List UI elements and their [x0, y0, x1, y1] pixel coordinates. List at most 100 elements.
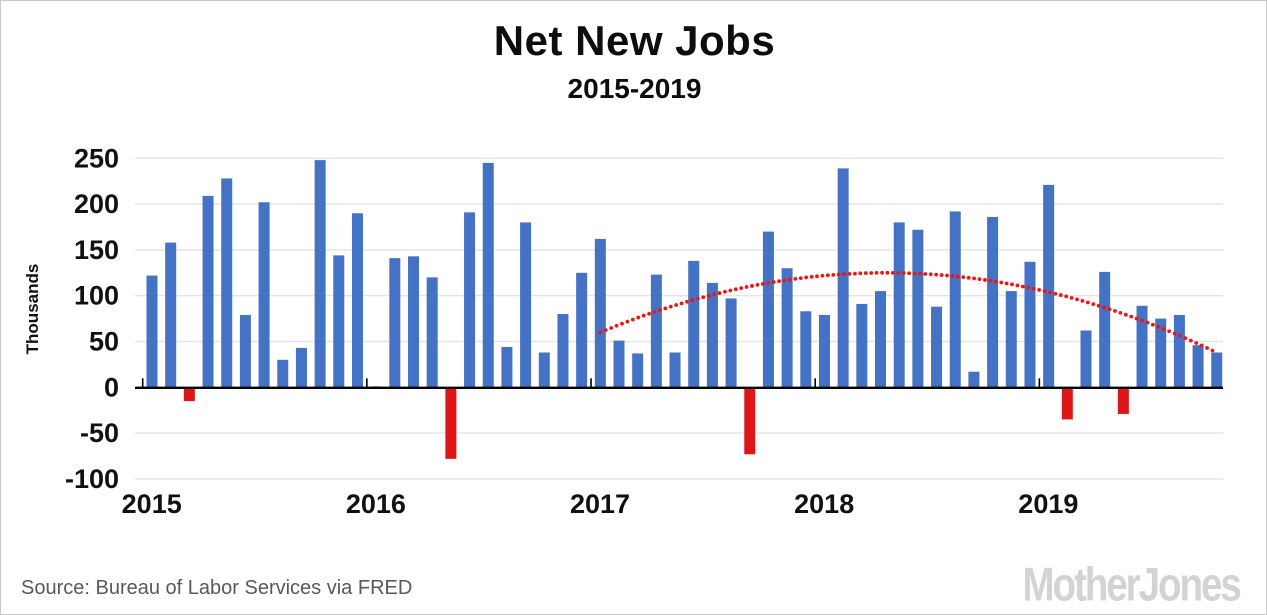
trend-dot	[1167, 329, 1172, 334]
trend-dot	[815, 274, 819, 279]
trend-dot	[614, 323, 619, 328]
trend-dot	[706, 293, 711, 298]
trend-dot	[1026, 285, 1031, 290]
bar-2015-02	[165, 242, 177, 388]
x-tick-label-2017: 2017	[570, 489, 630, 519]
trend-dot	[945, 273, 949, 278]
trend-dot	[760, 282, 765, 286]
y-tick-label-0: 0	[104, 372, 119, 402]
trend-dot	[809, 274, 814, 279]
bar-2015-06	[239, 314, 251, 388]
trend-dot	[901, 271, 906, 275]
trend-dot	[912, 271, 917, 276]
trend-dot	[858, 271, 863, 276]
bar-2019-06	[1136, 305, 1148, 388]
trend-dot	[842, 272, 846, 277]
trend-dot	[820, 273, 825, 278]
y-tick-label-150: 150	[74, 235, 119, 265]
bar-2017-02	[613, 340, 625, 388]
bar-2018-10	[987, 216, 999, 388]
bar-2015-09	[295, 347, 307, 388]
bar-2019-02	[1061, 388, 1073, 420]
bar-2017-04	[650, 274, 662, 388]
bar-2018-09	[968, 371, 980, 388]
trend-dot	[701, 295, 706, 300]
trend-dot	[1183, 336, 1188, 341]
bar-2016-02	[389, 258, 401, 388]
trend-dot	[755, 283, 760, 287]
trend-dot	[847, 271, 852, 276]
bar-2019-09	[1192, 345, 1204, 388]
trend-dot	[928, 272, 933, 277]
trend-dot	[1188, 338, 1193, 343]
trend-dot	[685, 299, 689, 304]
x-axis-ticks	[141, 378, 1041, 388]
trend-dot	[972, 276, 977, 281]
trend-dot	[825, 273, 830, 278]
trend-dot	[836, 272, 841, 277]
trend-dot	[630, 317, 635, 322]
trend-dot	[668, 304, 673, 309]
trend-dot	[674, 303, 679, 307]
trend-dot	[966, 275, 971, 280]
bar-2016-12	[576, 272, 588, 388]
trend-dot	[598, 330, 603, 335]
trend-dot	[885, 270, 890, 275]
trend-dot	[1020, 284, 1025, 289]
trend-dot	[1096, 303, 1101, 308]
trend-dot	[1194, 341, 1199, 345]
trend-dot	[777, 279, 781, 284]
chart-subtitle: 2015-2019	[567, 73, 702, 104]
bar-2018-07	[931, 306, 943, 388]
trend-dot	[934, 272, 939, 277]
trend-dot	[1172, 331, 1177, 336]
source-note: Source: Bureau of Labor Services via FRE…	[21, 577, 413, 599]
x-tick-label-2018: 2018	[794, 489, 854, 519]
trend-dot	[782, 278, 787, 283]
bar-2019-01	[1043, 184, 1055, 388]
trend-dot	[999, 280, 1004, 285]
trend-dot	[993, 279, 998, 284]
trend-dot	[647, 311, 651, 316]
trend-dot	[739, 286, 744, 291]
x-tick-label-2019: 2019	[1018, 489, 1078, 519]
trend-dot	[695, 296, 700, 301]
trend-dot	[1178, 333, 1182, 338]
trend-dot	[1080, 299, 1085, 303]
trend-dot	[1037, 288, 1042, 292]
trend-dot	[896, 270, 901, 275]
trend-dot	[1113, 309, 1117, 313]
bar-2018-11	[1005, 291, 1017, 388]
bar-2015-03	[183, 388, 195, 402]
bar-2018-06	[912, 229, 924, 388]
y-tick-label--50: -50	[80, 418, 119, 448]
trend-dot	[733, 287, 738, 292]
trend-dot	[723, 289, 727, 294]
trend-dot	[961, 275, 966, 280]
trend-dot	[923, 272, 928, 276]
bar-2019-03	[1080, 330, 1092, 388]
bar-2017-09	[744, 388, 756, 455]
bar-2018-05	[893, 222, 905, 388]
bar-2019-07	[1155, 318, 1167, 388]
x-tick-label-2015: 2015	[122, 489, 182, 519]
trend-dot	[1140, 318, 1144, 323]
x-axis-labels: 2015 2016 2017 2018 2019	[122, 489, 1079, 519]
bar-2016-07	[482, 162, 494, 388]
trend-dot	[728, 288, 733, 293]
trend-dot	[625, 319, 630, 324]
bar-2019-04	[1099, 271, 1111, 388]
trend-dot	[663, 306, 668, 311]
trend-dot	[641, 313, 646, 318]
bar-2015-04	[202, 195, 214, 388]
trend-dot	[874, 270, 879, 275]
bar-2018-12	[1024, 261, 1036, 388]
trend-dot	[853, 271, 857, 276]
y-tick-label-200: 200	[74, 189, 119, 219]
bar-2015-07	[258, 202, 270, 388]
bar-2019-08	[1173, 314, 1185, 388]
trend-dot	[880, 270, 884, 275]
bar-2016-06	[464, 212, 476, 388]
bar-2017-03	[632, 353, 644, 388]
